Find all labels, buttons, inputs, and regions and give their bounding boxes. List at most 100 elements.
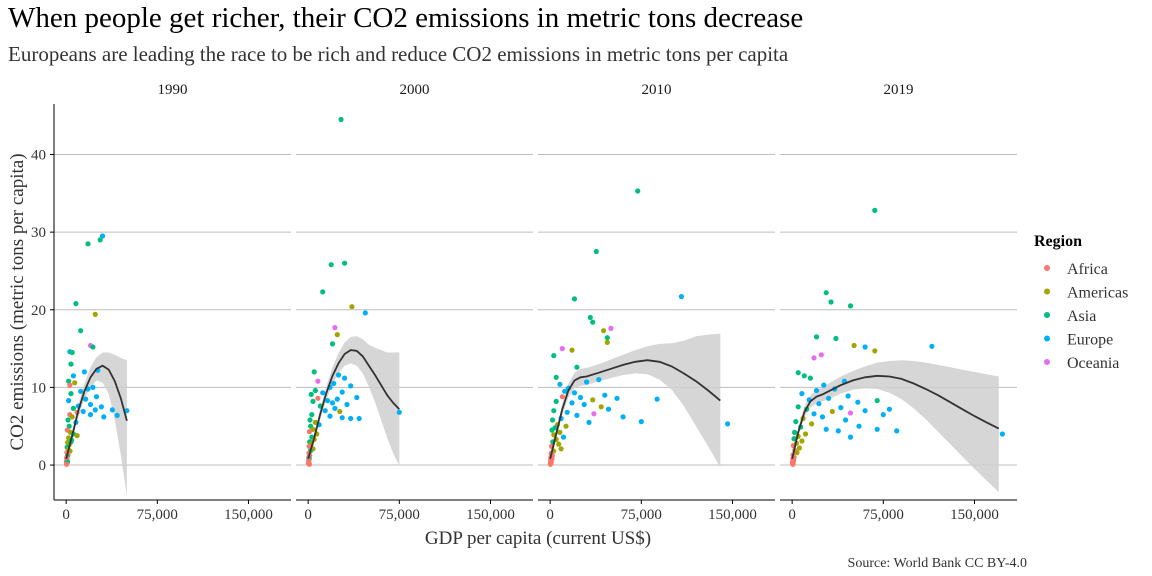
x-tick-label: 75,000 — [863, 507, 904, 523]
data-point-asia — [813, 334, 820, 340]
legend-label-europe: Europe — [1067, 332, 1113, 349]
data-point-asia — [874, 398, 880, 404]
confidence-band — [66, 352, 127, 497]
data-point-oceania — [332, 325, 338, 331]
data-point-europe — [581, 401, 587, 408]
data-point-americas — [557, 429, 563, 435]
y-axis-title: CO2 emissions (metric tons per capita) — [7, 153, 28, 450]
data-point-asia — [791, 436, 797, 442]
x-tick-label: 75,000 — [137, 507, 178, 523]
data-point-europe — [564, 409, 570, 415]
data-point-europe — [874, 426, 880, 432]
x-tick-label: 75,000 — [621, 507, 662, 523]
data-point-americas — [92, 311, 98, 317]
data-point-americas — [74, 433, 80, 439]
legend-key-europe — [1044, 335, 1050, 342]
data-point-europe — [654, 396, 660, 402]
trend-line — [549, 359, 721, 460]
data-point-oceania — [847, 410, 854, 416]
data-point-europe — [862, 408, 868, 414]
data-point-asia — [73, 301, 79, 307]
facet-label: 2010 — [642, 82, 672, 98]
confidence-band — [792, 360, 999, 493]
data-point-europe — [574, 412, 580, 418]
data-point-europe — [856, 423, 862, 429]
x-tick-label: 75,000 — [379, 507, 420, 523]
x-tick-label: 150,000 — [466, 507, 515, 523]
data-point-europe — [886, 406, 893, 412]
data-point-asia — [66, 378, 72, 384]
data-point-asia — [551, 408, 557, 414]
data-point-asia — [550, 417, 556, 423]
data-point-asia — [329, 341, 336, 347]
data-point-europe — [811, 411, 817, 417]
data-point-europe — [342, 375, 348, 381]
data-point-europe — [571, 390, 578, 396]
data-point-europe — [577, 394, 584, 401]
data-point-europe — [348, 383, 354, 389]
data-point-europe — [845, 393, 851, 399]
data-point-americas — [829, 408, 835, 415]
data-point-asia — [792, 429, 798, 435]
data-point-europe — [354, 394, 360, 401]
data-point-asia — [553, 398, 559, 404]
data-point-oceania — [591, 411, 597, 417]
data-point-europe — [101, 414, 107, 420]
data-point-europe — [335, 372, 342, 378]
y-tick-label: 40 — [31, 147, 46, 163]
data-point-asia — [311, 369, 317, 375]
data-point-asia — [593, 248, 599, 255]
data-point-europe — [605, 406, 612, 412]
data-point-asia — [68, 361, 74, 367]
data-point-americas — [349, 304, 355, 310]
data-point-asia — [833, 335, 839, 342]
data-point-europe — [819, 414, 826, 420]
data-point-asia — [66, 423, 72, 429]
data-point-asia — [342, 260, 348, 266]
data-point-africa — [790, 461, 796, 467]
data-point-asia — [847, 303, 854, 309]
data-point-europe — [98, 404, 104, 410]
data-point-europe — [823, 426, 829, 432]
data-point-europe — [813, 387, 820, 394]
data-point-europe — [109, 407, 115, 413]
confidence-band — [550, 333, 721, 468]
x-tick-label: 0 — [788, 507, 796, 523]
data-point-americas — [809, 421, 815, 427]
legend-key-asia — [1044, 312, 1050, 318]
data-point-europe — [80, 408, 86, 415]
chart-subtitle: Europeans are leading the race to be ric… — [8, 42, 789, 66]
data-point-europe — [87, 412, 94, 418]
data-point-africa — [547, 461, 554, 467]
data-point-asia — [571, 296, 578, 302]
data-point-europe — [114, 412, 120, 418]
data-point-oceania — [608, 325, 614, 331]
data-point-americas — [558, 446, 564, 452]
legend-title: Region — [1034, 233, 1082, 250]
data-point-europe — [586, 419, 592, 425]
data-point-europe — [66, 398, 72, 404]
data-point-europe — [70, 373, 76, 379]
data-point-asia — [69, 349, 75, 356]
data-point-africa — [559, 394, 565, 400]
data-point-europe — [124, 408, 130, 414]
data-point-asia — [828, 299, 834, 305]
data-point-oceania — [811, 355, 817, 361]
x-tick-label: 0 — [62, 507, 70, 523]
trend-line — [791, 374, 1000, 459]
data-point-europe — [835, 428, 841, 434]
data-point-asia — [551, 353, 557, 359]
data-point-europe — [78, 388, 84, 394]
data-point-americas — [337, 408, 343, 415]
data-point-asia — [307, 417, 313, 423]
data-point-asia — [549, 427, 555, 433]
data-point-asia — [312, 387, 318, 394]
data-point-europe — [362, 310, 368, 316]
data-point-europe — [348, 415, 354, 422]
data-point-europe — [855, 399, 861, 405]
data-point-europe — [331, 380, 337, 387]
data-point-europe — [329, 400, 336, 406]
data-point-africa — [315, 395, 321, 401]
data-point-asia — [795, 404, 801, 410]
